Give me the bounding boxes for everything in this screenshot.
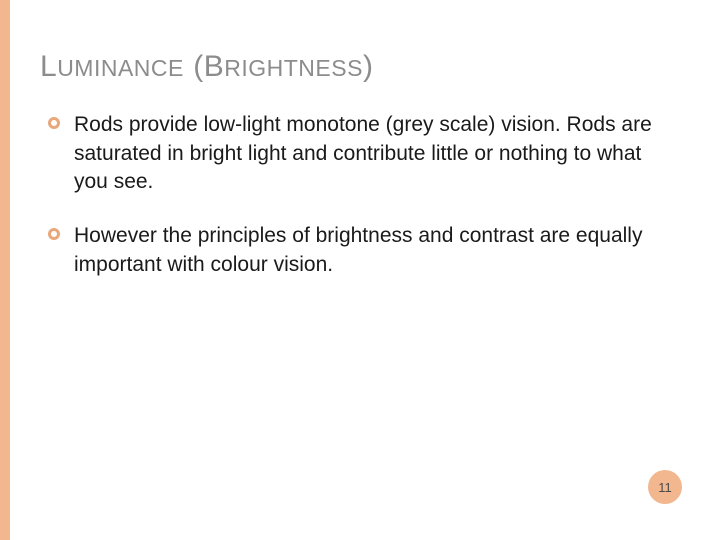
title-rest-2: RIGHTNESS	[224, 55, 363, 81]
bullet-text: However the principles of brightness and…	[74, 224, 642, 275]
slide-content: LUMINANCE (BRIGHTNESS) Rods provide low-…	[10, 0, 720, 540]
title-rest-1: UMINANCE	[57, 55, 184, 81]
bullet-list: Rods provide low-light monotone (grey sc…	[40, 111, 676, 279]
page-number: 11	[658, 480, 672, 495]
title-cap-3: )	[363, 50, 374, 83]
slide-title: LUMINANCE (BRIGHTNESS)	[40, 48, 676, 83]
title-cap-1: L	[40, 50, 57, 83]
list-item: However the principles of brightness and…	[48, 222, 676, 279]
left-accent-bar	[0, 0, 10, 540]
list-item: Rods provide low-light monotone (grey sc…	[48, 111, 676, 196]
bullet-text: Rods provide low-light monotone (grey sc…	[74, 113, 652, 193]
title-cap-2: (B	[193, 50, 224, 83]
page-number-badge: 11	[648, 470, 682, 504]
circle-bullet-icon	[48, 117, 60, 129]
circle-bullet-icon	[48, 228, 60, 240]
